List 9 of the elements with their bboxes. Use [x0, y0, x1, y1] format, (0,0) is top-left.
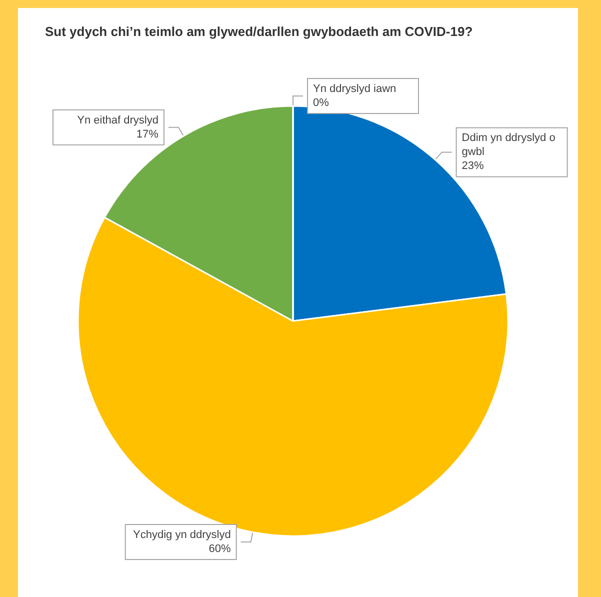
data-label: 17% [136, 128, 159, 140]
data-label: 23% [462, 160, 484, 172]
data-label: 60% [208, 543, 232, 556]
chart-title: Sut ydych chi’n teimlo am glywed/darllen gwybodaeth am COVID-19? [45, 24, 473, 39]
category-label: Yn ddryslyd iawn [313, 83, 396, 95]
slice-label: Ddim yn ddryslyd o gwbl [462, 132, 558, 158]
slice-label: Ychydig yn ddryslyd [133, 529, 231, 542]
text: 0% [313, 97, 329, 109]
slice-label: Yn eithaf dryslyd [77, 114, 158, 126]
